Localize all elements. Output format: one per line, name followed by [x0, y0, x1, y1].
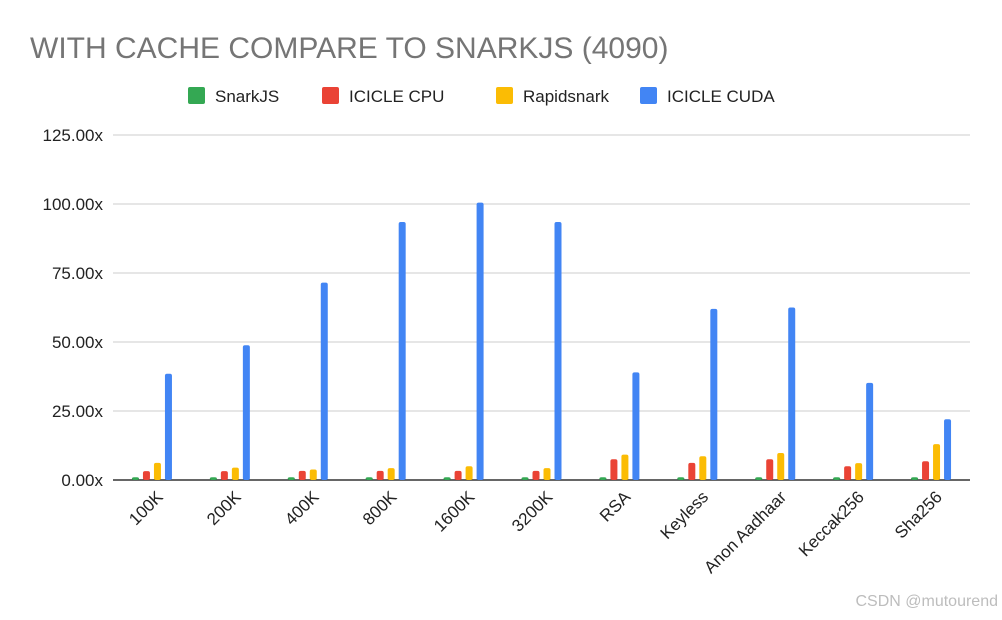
bar-icicle-cuda-10 [944, 419, 952, 480]
y-tick-label: 0.00x [61, 471, 103, 490]
x-tick-label: Keccak256 [795, 487, 868, 560]
watermark: CSDN @mutourend [855, 593, 998, 610]
legend-swatch-1 [322, 87, 339, 104]
x-tick-label: 100K [125, 487, 167, 529]
legend-swatch-3 [640, 87, 657, 104]
y-tick-label: 75.00x [52, 264, 104, 283]
bar-snarkjs-0 [131, 477, 139, 480]
bar-icicle-cuda-8 [788, 307, 796, 480]
bar-snarkjs-7 [677, 477, 685, 480]
bar-icicle-cuda-5 [554, 221, 562, 480]
x-tick-label: 1600K [430, 487, 479, 536]
bar-icicle-cpu-0 [142, 471, 150, 480]
bar-icicle-cpu-1 [220, 471, 228, 480]
bar-snarkjs-3 [365, 477, 373, 480]
bar-icicle-cpu-9 [844, 466, 852, 480]
bar-snarkjs-10 [911, 477, 919, 480]
bar-rapidsnark-10 [933, 444, 941, 480]
bar-icicle-cpu-3 [376, 470, 384, 480]
legend-label-3: ICICLE CUDA [667, 87, 775, 106]
bar-rapidsnark-2 [309, 469, 317, 480]
bar-rapidsnark-4 [465, 466, 473, 480]
bar-rapidsnark-1 [231, 467, 239, 480]
bar-icicle-cpu-7 [688, 462, 696, 480]
gridlines [113, 134, 970, 481]
bar-snarkjs-6 [599, 477, 607, 480]
bar-snarkjs-2 [287, 477, 295, 480]
x-tick-label: 400K [281, 487, 323, 529]
x-tick-label: 200K [203, 487, 245, 529]
x-tick-label: 3200K [508, 487, 557, 536]
x-tick-label: RSA [596, 487, 635, 526]
bar-snarkjs-4 [443, 477, 451, 480]
bar-rapidsnark-9 [855, 463, 863, 480]
x-tick-label: Anon Aadhaar [700, 487, 790, 577]
legend-swatch-0 [188, 87, 205, 104]
x-axis: 100K 200K 400K 800K 1600K 3200K RSA KeylessAnon… [125, 487, 946, 577]
x-tick-label: 800K [359, 487, 401, 529]
y-tick-label: 125.00x [43, 126, 104, 145]
y-axis: 0.00x 25.00x 50.00x 75.00x 100.00x 125.00x [43, 126, 104, 490]
legend-label-0: SnarkJS [215, 87, 279, 106]
bar-icicle-cpu-10 [922, 461, 930, 480]
bar-rapidsnark-3 [387, 468, 395, 480]
bar-icicle-cuda-9 [866, 382, 874, 480]
bar-icicle-cuda-3 [398, 221, 406, 480]
bar-rapidsnark-6 [621, 454, 629, 480]
bar-icicle-cpu-2 [298, 470, 306, 480]
bar-icicle-cpu-5 [532, 470, 540, 480]
legend: SnarkJS ICICLE CPU Rapidsnark ICICLE CUDA [188, 87, 775, 106]
legend-label-2: Rapidsnark [523, 87, 609, 106]
bar-icicle-cpu-4 [454, 470, 462, 480]
y-tick-label: 25.00x [52, 402, 104, 421]
bar-snarkjs-5 [521, 477, 529, 480]
bar-icicle-cuda-7 [710, 308, 718, 480]
bar-icicle-cpu-6 [610, 459, 618, 480]
y-tick-label: 100.00x [43, 195, 104, 214]
x-tick-label: Sha256 [891, 487, 946, 542]
x-tick-label: Keyless [657, 487, 713, 543]
bar-rapidsnark-7 [699, 456, 707, 480]
bar-rapidsnark-5 [543, 468, 551, 480]
bar-icicle-cpu-8 [766, 459, 774, 480]
bar-icicle-cuda-2 [320, 282, 328, 480]
bar-icicle-cuda-0 [164, 373, 172, 480]
chart-title: WITH CACHE COMPARE TO SNARKJS (4090) [30, 32, 668, 65]
bar-snarkjs-8 [755, 477, 763, 480]
bar-rapidsnark-0 [153, 462, 161, 480]
bar-snarkjs-1 [209, 477, 217, 480]
legend-label-1: ICICLE CPU [349, 87, 444, 106]
bar-rapidsnark-8 [777, 452, 785, 480]
bar-icicle-cuda-4 [476, 202, 484, 480]
bar-icicle-cuda-6 [632, 372, 640, 480]
legend-swatch-2 [496, 87, 513, 104]
bar-snarkjs-9 [833, 477, 841, 480]
y-tick-label: 50.00x [52, 333, 104, 352]
bar-icicle-cuda-1 [242, 345, 250, 480]
bars [131, 202, 952, 480]
